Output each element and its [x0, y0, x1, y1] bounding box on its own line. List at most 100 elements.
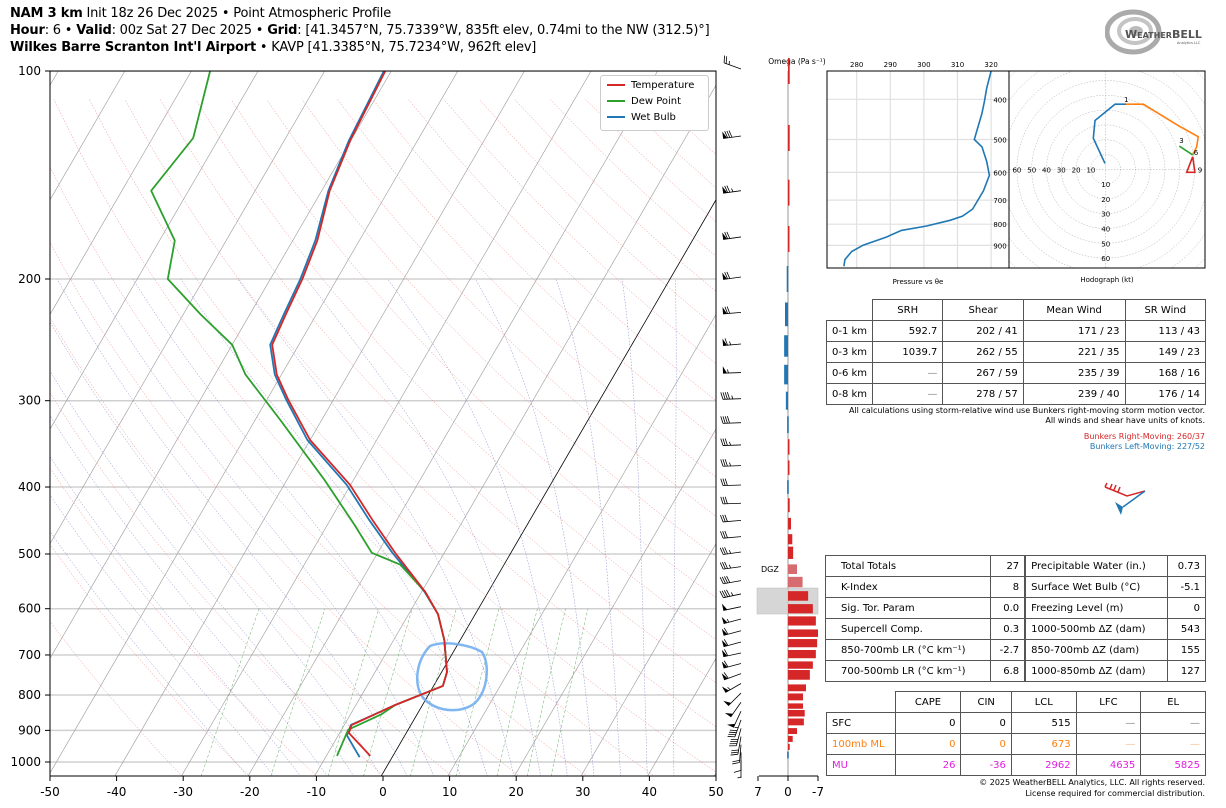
index-row: Total Totals 27 Precipitable Water (in.) 0.…: [825, 555, 1206, 577]
index-label: 850-700mb LR (°C km⁻¹): [825, 639, 991, 661]
barb-feather: [722, 478, 726, 486]
omega-bar: [788, 124, 790, 151]
isotherm: [314, 84, 716, 776]
omega-bar: [785, 302, 788, 327]
hodograph-frame: [1008, 70, 1206, 269]
station-name: Wilkes Barre Scranton Int'l Airport: [10, 40, 256, 55]
row-label: 0-1 km: [825, 320, 874, 342]
hodo-ring-label: 20: [1072, 166, 1081, 174]
mixing-ratio-line: [270, 608, 326, 776]
wind-barb: [722, 185, 742, 194]
omega-bar: [788, 604, 813, 614]
cell: 0: [960, 733, 1012, 755]
moist-adiabat: [50, 321, 381, 776]
omega-bar: [788, 693, 803, 701]
mixing-ratio-line: [526, 608, 566, 776]
mixing-ratio-line: [496, 608, 538, 776]
wind-barb: [730, 736, 742, 756]
x-tick-label: -40: [107, 785, 127, 799]
barb-staff: [723, 606, 742, 611]
header-cape: CAPE: [894, 691, 962, 713]
moist-adiabat: [621, 278, 648, 776]
index-value: 155: [1167, 639, 1206, 661]
hodo-ring-label: 40: [1101, 226, 1110, 234]
cell: 171 / 23: [1022, 320, 1126, 342]
barb-feather: [726, 185, 731, 193]
theta-e-panel: 280 290 300 310 320 400 500 600 700 800 900 Pressur…: [826, 61, 1010, 286]
barb-feather: [722, 459, 726, 467]
x-tick-label: -10: [307, 785, 327, 799]
barb-flag: [721, 661, 728, 669]
barb-feather: [723, 55, 725, 63]
omega-bar: [788, 546, 794, 559]
dry-adiabat: [337, 99, 716, 478]
omega-bar: [788, 649, 816, 659]
barb-feather: [722, 531, 726, 539]
omega-bar: [788, 460, 790, 475]
barb-feather: [720, 514, 724, 523]
omega-bar: [788, 684, 806, 692]
index-label: Sig. Tor. Param: [825, 597, 991, 619]
hodo-ring-label: 40: [1042, 166, 1051, 174]
index-value: 543: [1167, 618, 1206, 640]
barb-half-feather: [728, 549, 732, 554]
bunkers-left-flag: [1115, 502, 1123, 515]
barb-feather: [719, 562, 724, 570]
omega-bar: [788, 616, 816, 626]
barb-flag: [723, 700, 732, 706]
isotherm: [447, 313, 716, 776]
empty-cell: [826, 691, 896, 713]
omega-bar: [788, 718, 804, 726]
dry-adiabat: [53, 99, 655, 776]
barb-feather: [726, 392, 730, 400]
barb-feather: [722, 416, 726, 424]
cell: —: [1075, 712, 1142, 734]
hodo-ring-label: 10: [1086, 166, 1095, 174]
mixing-ratio-line: [550, 608, 589, 776]
valid-value: : 00z Sat 27 Dec 2025 •: [111, 23, 268, 38]
omega-bar: [784, 335, 788, 357]
hodo-ring-label: 20: [1101, 196, 1110, 204]
cell: 267 / 59: [942, 362, 1024, 384]
index-label: Precipitable Water (in.): [1024, 555, 1169, 577]
weatherbell-logo: WEATHERBELL Analytics LLC: [1105, 9, 1202, 55]
bunkers-motion-marker: [1104, 482, 1146, 515]
barb-feather: [719, 591, 724, 598]
dry-adiabat: [50, 166, 588, 776]
omega-bar: [788, 58, 790, 84]
wind-barb: [721, 683, 742, 693]
cell: 278 / 57: [942, 383, 1024, 405]
barb-staff: [734, 719, 742, 737]
barb-staff: [723, 519, 742, 523]
hodo-ring-label: 60: [1012, 166, 1021, 174]
wind-barb: [722, 366, 742, 374]
grid-label: Grid: [267, 23, 298, 38]
bunkers-right-text: Bunkers Right-Moving: 260/37: [1083, 432, 1205, 441]
index-value: 8: [989, 576, 1027, 598]
barb-feather: [729, 729, 738, 732]
barb-flag: [721, 639, 728, 647]
hodograph-panel: 10 10 20 20 30 30 40 40 50 50 60 60 1 3 6 9 Hodograph (k…: [1008, 70, 1206, 284]
barb-feather: [723, 660, 729, 668]
cell: 0: [894, 733, 962, 755]
barb-staff: [722, 484, 742, 487]
y-tick-label: 900: [18, 723, 41, 737]
skewt-frame: [49, 70, 717, 777]
theta-e-plot-area: [827, 71, 1009, 268]
cell: 168 / 16: [1124, 362, 1207, 384]
barb-flag: [722, 232, 728, 240]
x-tick-label: 40: [642, 785, 657, 799]
legend-dewpoint: Dew Point: [607, 96, 681, 107]
wind-barb: [720, 438, 742, 446]
index-value: 0.3: [989, 618, 1027, 640]
barb-feather: [727, 735, 735, 738]
index-value: 0: [1167, 597, 1206, 619]
barb-feather: [724, 496, 728, 504]
barb-staff: [737, 736, 742, 755]
wind-barb: [722, 338, 742, 346]
shear-note-2: All winds and shear have units of knots.: [1045, 416, 1205, 425]
bunkers-right-barb: [1104, 486, 1146, 497]
legend-wetbulb: Wet Bulb: [607, 112, 676, 123]
table-row: 0-3 km 1039.7 262 / 55 221 / 35 149 / 23: [825, 341, 1207, 363]
